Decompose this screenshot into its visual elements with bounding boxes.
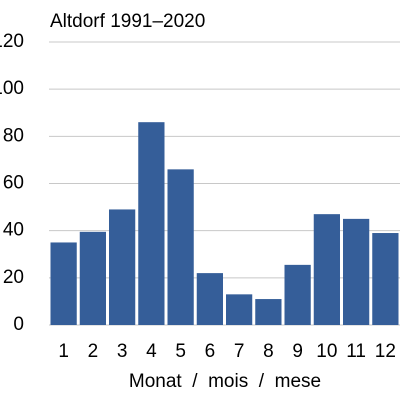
x-tick-label: 4 bbox=[146, 341, 157, 362]
bar bbox=[138, 122, 165, 325]
x-tick-label: 7 bbox=[234, 341, 245, 362]
bar bbox=[79, 231, 106, 325]
x-tick-label: 10 bbox=[316, 341, 337, 362]
y-tick-label: 0 bbox=[13, 314, 24, 335]
y-tick-label: 100 bbox=[0, 78, 24, 99]
bar bbox=[109, 209, 136, 325]
bar bbox=[313, 214, 340, 325]
y-tick-label: 80 bbox=[3, 125, 24, 146]
y-tick-label: 120 bbox=[0, 31, 24, 52]
bar bbox=[284, 264, 311, 325]
bar bbox=[343, 218, 370, 325]
bar bbox=[226, 294, 253, 325]
y-tick-label: 20 bbox=[3, 267, 24, 288]
x-tick-label: 8 bbox=[263, 341, 274, 362]
x-tick-label: 1 bbox=[58, 341, 69, 362]
x-tick-label: 6 bbox=[205, 341, 216, 362]
x-tick-label: 9 bbox=[292, 341, 303, 362]
chart-title: Altdorf 1991–2020 bbox=[50, 11, 205, 32]
x-tick-label: 11 bbox=[346, 341, 366, 362]
bar bbox=[167, 169, 194, 325]
x-axis-label: Monat / mois / mese bbox=[129, 371, 321, 392]
bar bbox=[50, 242, 77, 325]
x-tick-label: 5 bbox=[175, 341, 186, 362]
x-tick-label: 3 bbox=[117, 341, 128, 362]
x-tick-label: 2 bbox=[88, 341, 99, 362]
bar bbox=[255, 299, 282, 325]
y-tick-label: 40 bbox=[3, 220, 24, 241]
bar bbox=[372, 233, 399, 325]
x-tick-label: 12 bbox=[375, 341, 396, 362]
bar bbox=[196, 273, 223, 325]
y-tick-label: 60 bbox=[3, 173, 24, 194]
